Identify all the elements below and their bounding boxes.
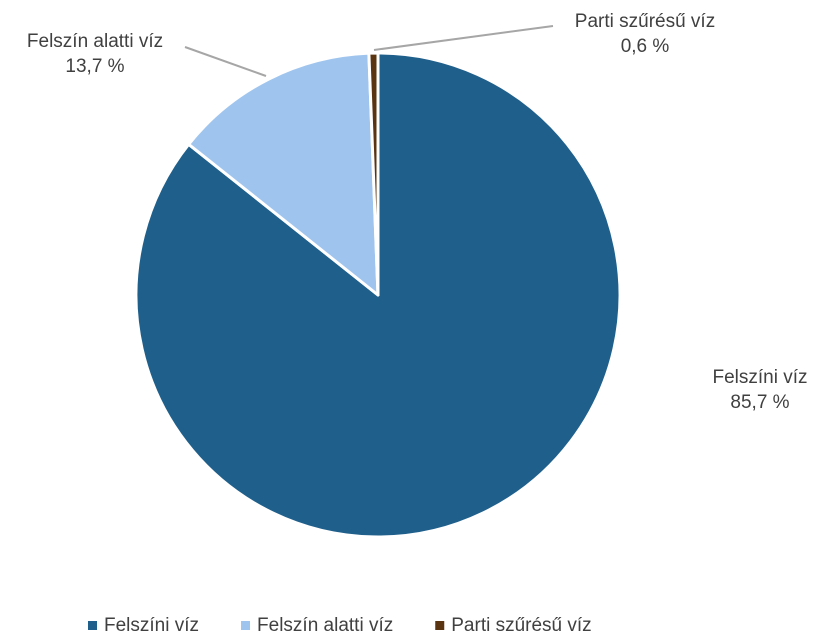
leader-line [184, 46, 267, 77]
pie-slice [187, 51, 380, 297]
legend-label: Felszín alatti víz [257, 615, 393, 636]
pie-slice [367, 51, 380, 297]
data-label-value: 85,7 % [730, 392, 789, 413]
legend-label: Parti szűrésű víz [451, 615, 591, 636]
data-label-name: Parti szűrésű víz [575, 11, 715, 32]
data-label-value: 0,6 % [621, 36, 670, 57]
legend: Felszíni víz Felszín alatti víz Parti szűr… [88, 615, 592, 636]
data-labels: Felszíni víz 85,7 % Felszín alatti víz 13,7… [27, 11, 808, 413]
legend-label: Felszíni víz [104, 615, 199, 636]
data-label-name: Felszín alatti víz [27, 31, 163, 52]
data-label-name: Felszíni víz [712, 367, 807, 388]
legend-swatch [241, 621, 251, 630]
data-label-value: 13,7 % [65, 56, 124, 77]
legend-swatch [435, 621, 445, 630]
pie [134, 51, 622, 539]
leader-line [373, 25, 554, 51]
legend-swatch [88, 621, 97, 630]
